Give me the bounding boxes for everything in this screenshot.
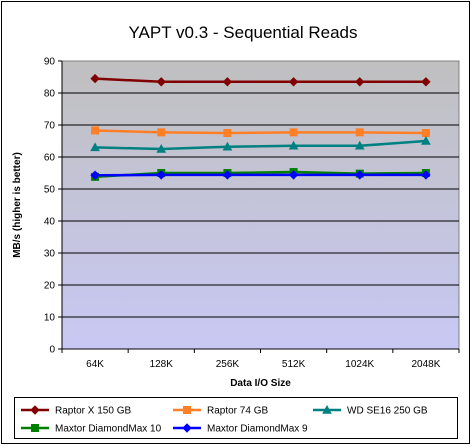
legend-marker: [183, 406, 191, 414]
legend-entry: Maxtor DiamondMax 10: [21, 424, 162, 435]
series-layer: [90, 73, 431, 181]
y-tick-label: 20: [44, 281, 56, 292]
legend-label: Maxtor DiamondMax 10: [55, 424, 162, 435]
data-point: [355, 128, 364, 137]
legend-entry: Maxtor DiamondMax 9: [173, 423, 308, 435]
y-tick-label: 70: [44, 121, 56, 132]
data-point: [355, 170, 365, 180]
x-tick-label: 512K: [282, 359, 306, 370]
data-point: [355, 77, 365, 87]
y-tick-label: 80: [44, 89, 56, 100]
series-5: [90, 170, 431, 180]
data-point: [354, 140, 365, 150]
y-tick-label: 10: [44, 313, 56, 324]
data-point: [90, 142, 100, 152]
x-tick-label: 256K: [216, 359, 240, 370]
series-line: [95, 77, 426, 84]
series-line: [95, 129, 426, 135]
data-point: [421, 129, 430, 137]
data-point: [156, 143, 167, 153]
legend-label: WD SE16 250 GB: [347, 406, 428, 417]
legend: Raptor X 150 GB Raptor 74 GB WD SE16 250 G…: [14, 397, 458, 439]
data-point: [157, 128, 166, 137]
legend-label: Maxtor DiamondMax 9: [207, 424, 308, 435]
legend-marker: [322, 404, 332, 414]
legend-entry: Raptor 74 GB: [173, 406, 268, 417]
y-tick-label: 40: [44, 217, 56, 228]
data-point: [289, 128, 298, 137]
series-line: [95, 139, 427, 151]
x-tick-label: 64K: [86, 359, 104, 370]
y-tick-label: 90: [44, 57, 56, 68]
data-point: [156, 170, 166, 180]
x-tick-label: 1024K: [345, 359, 374, 370]
legend-marker: [30, 405, 40, 415]
data-point: [421, 135, 431, 145]
series-2: [91, 126, 430, 137]
data-point: [222, 170, 233, 180]
x-tick-label: 2048K: [411, 359, 440, 370]
y-tick-label: 30: [44, 249, 56, 260]
data-point: [288, 77, 299, 87]
data-point: [91, 126, 100, 135]
legend-marker: [31, 424, 39, 432]
plot-area: [61, 60, 460, 350]
y-tick-label: 60: [44, 153, 56, 164]
data-point: [288, 170, 299, 180]
legend-label: Raptor 74 GB: [207, 406, 268, 417]
gridlines: [62, 92, 459, 318]
series-3: [90, 135, 431, 153]
data-point: [222, 141, 233, 151]
data-point: [222, 77, 233, 87]
series-1: [90, 73, 431, 87]
legend-marker: [182, 423, 192, 433]
legend-entry: WD SE16 250 GB: [313, 404, 428, 417]
legend-label: Raptor X 150 GB: [55, 406, 131, 417]
legend-entry: Raptor X 150 GB: [21, 405, 131, 417]
x-tick-label: 128K: [150, 359, 174, 370]
axes: 0 10 20 30 40 50 60 70 80 90 64K 128K 256K 512K 1024K 2…: [44, 57, 460, 370]
x-axis-title: Data I/O Size: [230, 378, 291, 389]
y-tick-label: 0: [49, 345, 55, 356]
data-point: [90, 73, 100, 84]
series-line: [95, 170, 426, 179]
y-tick-label: 50: [44, 185, 56, 196]
data-point: [90, 170, 100, 180]
data-point: [223, 129, 232, 137]
data-point: [421, 77, 431, 87]
chart-title: YAPT v0.3 - Sequential Reads: [128, 23, 357, 42]
data-point: [421, 170, 431, 180]
data-point: [156, 77, 166, 87]
y-axis-title: MB/s (higher is better): [12, 152, 23, 258]
data-point: [288, 140, 299, 150]
legend-canvas: Raptor X 150 GB Raptor 74 GB WD SE16 250 G…: [21, 404, 428, 435]
